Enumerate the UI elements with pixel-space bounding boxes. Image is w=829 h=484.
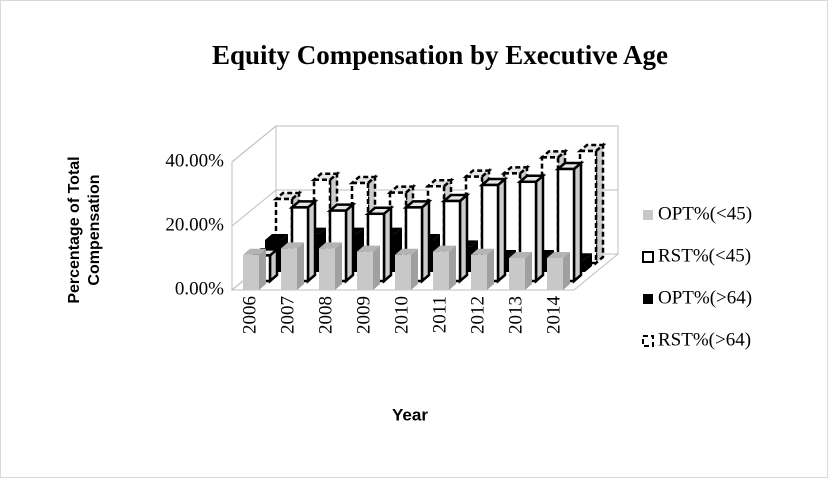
bar-top [547,252,570,258]
legend-label: RST%(>64) [658,329,751,350]
x-tick-label: 2011 [429,296,450,333]
bar-side [297,242,304,290]
bar-side [449,245,456,290]
bar-front [540,156,560,265]
legend-swatch [643,210,653,220]
x-tick-label: 2010 [391,296,412,334]
bar [319,242,342,290]
bar-side [335,242,342,290]
bar-top [243,248,266,255]
x-tick-label: 2012 [467,296,488,334]
x-tick-label: 2009 [353,296,374,334]
bar-side [373,245,380,290]
bar-top [471,248,494,255]
bar-front [509,258,525,290]
y-tick-label: 40.00% [165,150,224,171]
y-axis-title: Percentage of Total Compensation [66,156,103,304]
legend-swatch [643,294,653,304]
bar [433,245,456,290]
bar-top [319,242,342,249]
bar-top [395,248,418,255]
bar-side [525,252,532,290]
bar [357,245,380,290]
bar-front [319,248,335,290]
bar [395,248,418,290]
bar [509,252,532,290]
legend-swatch [642,335,654,347]
bar-top [433,245,456,252]
bar [281,242,304,290]
chart-title: Equity Compensation by Executive Age [212,40,668,70]
bar-front [395,254,411,290]
bar-side [563,252,570,290]
bar-top [509,252,532,258]
bar-front [502,172,522,265]
bar [576,142,607,266]
bar-front [243,254,259,290]
legend-label: OPT%(<45) [658,203,752,224]
bar-side [259,248,266,290]
bar-top [281,242,304,249]
x-tick-label: 2008 [315,296,336,334]
bar-front [547,258,563,290]
bar-front [281,248,297,290]
bar [471,248,494,290]
bar-side [594,142,605,266]
bar-front [578,149,598,265]
x-axis-title: Year [392,405,428,424]
legend-label: OPT%(>64) [658,287,752,308]
bar-front [471,254,487,290]
x-tick-label: 2013 [505,296,526,334]
legend-label: RST%(<45) [658,245,751,266]
bar [243,248,266,290]
bar-top [357,245,380,252]
bar-front [357,251,373,290]
bar-side [585,253,592,272]
x-tick-label: 2007 [277,296,298,334]
x-tick-label: 2014 [543,296,564,335]
grid-line [231,125,618,163]
legend-swatch [642,251,654,263]
y-tick-label: 20.00% [165,214,224,235]
bar-side [487,248,494,290]
x-tick-label: 2006 [239,296,260,334]
bar-front [433,251,449,290]
y-tick-label: 0.00% [175,278,224,299]
bar [547,252,570,290]
bar-top [265,234,288,240]
bar-side [411,248,418,290]
